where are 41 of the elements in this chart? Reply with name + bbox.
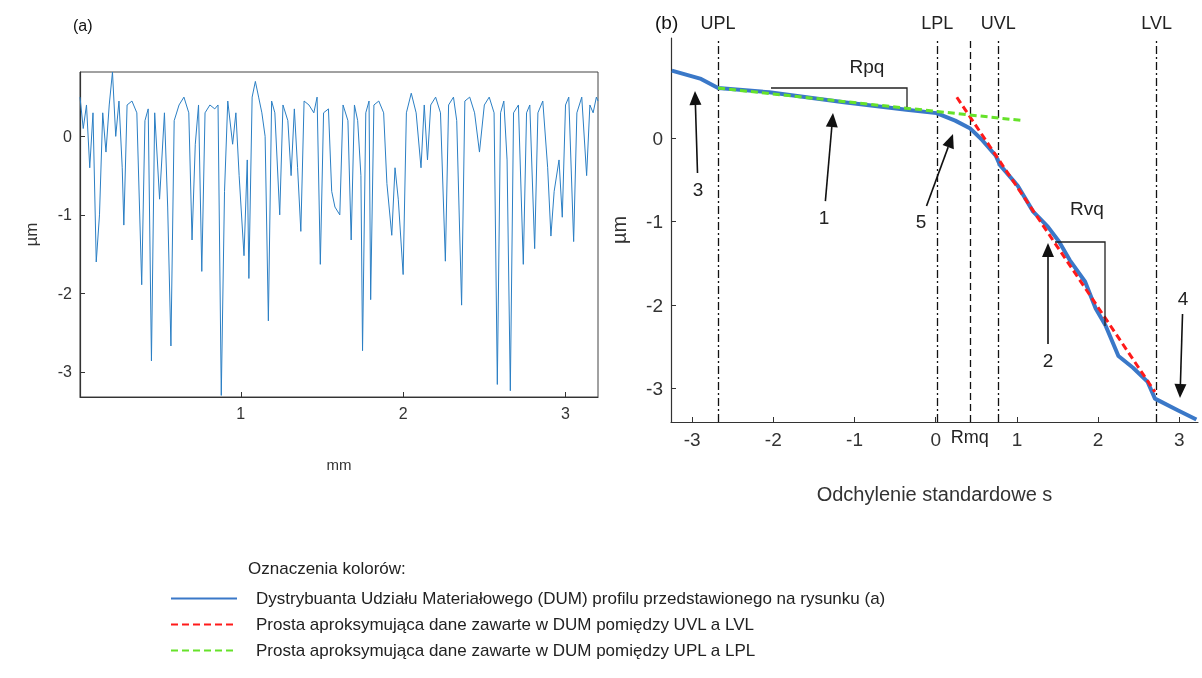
line-series bbox=[79, 71, 599, 396]
ref-line-label: Rmq bbox=[950, 427, 989, 447]
x-tick-label: 1 bbox=[1011, 429, 1023, 450]
x-axis-title: Odchylenie standardowe s bbox=[816, 483, 1053, 505]
x-tick-label: -3 bbox=[683, 429, 701, 450]
ref-line-label: UPL bbox=[700, 13, 736, 33]
x-tick-label: 0 bbox=[930, 429, 942, 450]
y-tick-label: -2 bbox=[57, 284, 73, 302]
ref-line-label: LPL bbox=[921, 13, 954, 33]
chart-title: (b) bbox=[655, 12, 679, 33]
y-axis-title: µm bbox=[608, 215, 630, 245]
x-axis-title: mm bbox=[326, 456, 352, 473]
x-tick-label: 3 bbox=[561, 404, 571, 422]
legend-label: Dystrybuanta Udziału Materiałowego (DUM) profilu przedstawionego na rysunku (a) bbox=[256, 589, 886, 608]
annotation: 2 bbox=[1042, 349, 1054, 371]
y-tick-label: -2 bbox=[646, 294, 663, 316]
legend-label: Prosta aproksymująca dane zawarte w DUM pomiędzy UPL a LPL bbox=[256, 641, 756, 660]
x-tick-label: -2 bbox=[764, 429, 782, 450]
y-tick-label: -3 bbox=[646, 378, 663, 400]
annotation: 5 bbox=[915, 210, 927, 232]
annotation: Rvq bbox=[1070, 197, 1104, 219]
legend-label: Prosta aproksymująca dane zawarte w DUM pomiędzy UVL a LVL bbox=[256, 615, 754, 634]
ref-line-label: UVL bbox=[980, 13, 1016, 33]
x-tick-label: 2 bbox=[1092, 429, 1104, 450]
annotation: Rpq bbox=[849, 55, 885, 77]
y-tick-label: -3 bbox=[57, 363, 73, 381]
annotation: 1 bbox=[818, 206, 830, 228]
x-tick-label: 1 bbox=[236, 404, 246, 422]
y-tick-label: -1 bbox=[57, 206, 73, 224]
y-tick-label: -1 bbox=[646, 211, 663, 233]
y-tick-label: 0 bbox=[652, 127, 663, 149]
y-tick-label: 0 bbox=[63, 127, 73, 145]
annotation: 4 bbox=[1177, 287, 1189, 309]
ref-line-label: LVL bbox=[1141, 13, 1172, 33]
y-axis-title: µm bbox=[22, 222, 41, 247]
x-tick-label: 2 bbox=[398, 404, 408, 422]
chart-title: (a) bbox=[73, 16, 93, 34]
legend-title: Oznaczenia kolorów: bbox=[248, 559, 406, 578]
annotation: 3 bbox=[692, 178, 704, 200]
x-tick-label: -1 bbox=[846, 429, 863, 450]
x-tick-label: 3 bbox=[1174, 429, 1185, 450]
